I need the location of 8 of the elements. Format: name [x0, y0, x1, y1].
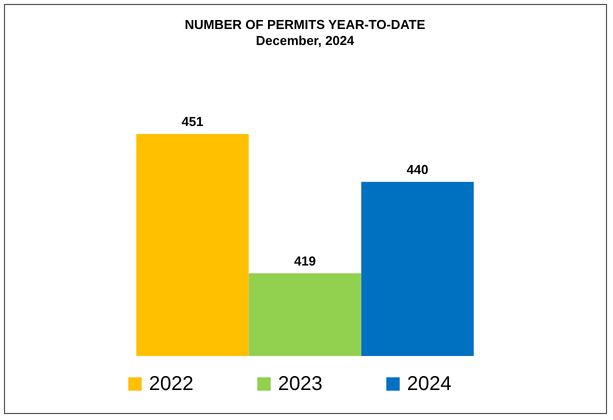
legend-label: 2022 — [149, 373, 194, 395]
legend-label: 2023 — [278, 373, 322, 395]
data-label: 440 — [406, 162, 428, 177]
chart-subtitle: December, 2024 — [256, 33, 355, 48]
data-label: 419 — [294, 253, 316, 268]
legend-label: 2024 — [407, 373, 452, 395]
data-label: 451 — [182, 114, 204, 129]
chart-title: NUMBER OF PERMITS YEAR-TO-DATE — [184, 17, 426, 32]
